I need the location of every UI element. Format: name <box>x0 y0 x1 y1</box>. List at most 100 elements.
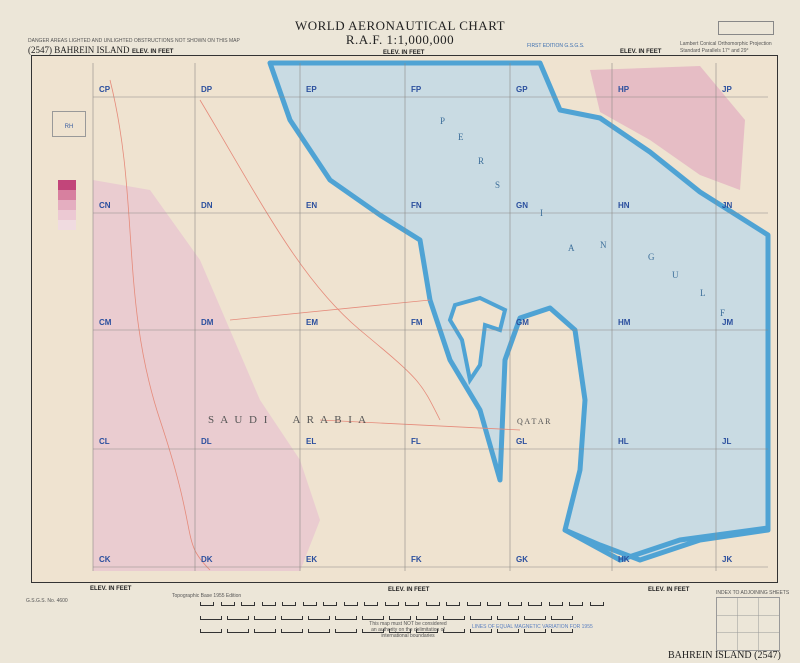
legend-box: RH <box>52 111 86 137</box>
gulf-letter: E <box>458 132 464 142</box>
grid-cell-label: GL <box>516 437 528 446</box>
chart-title: WORLD AERONAUTICAL CHART R.A.F. 1:1,000,… <box>0 19 800 47</box>
scale-bar-segment <box>343 602 358 606</box>
grid-lines <box>92 63 768 571</box>
scale-bar-segment <box>466 602 481 606</box>
gulf-letter: S <box>495 180 501 190</box>
scale-bar-segment <box>302 602 317 606</box>
grid-cell-label: FM <box>411 318 423 327</box>
grid-cell-label: HM <box>618 318 631 327</box>
title-text: WORLD AERONAUTICAL CHART <box>294 18 506 33</box>
gulf-letter: I <box>540 208 543 218</box>
sheet-name-left: (2547) BAHREIN ISLAND <box>28 45 130 55</box>
scale-bar-segment <box>416 629 438 633</box>
grid-cell-label: JL <box>722 437 732 446</box>
legend-box-label: RH <box>64 124 74 130</box>
scale-bar-segment <box>308 616 330 620</box>
gulf-letter: G <box>648 252 655 262</box>
persian-gulf-water <box>267 60 771 563</box>
gulf-letter: F <box>720 308 726 318</box>
index-title: INDEX TO ADJOINING SHEETS <box>716 590 790 596</box>
gulf-letter: U <box>672 270 679 280</box>
scale-bar-segment <box>335 629 357 633</box>
scale-bar-segment <box>524 616 546 620</box>
scale-bar-segment <box>497 616 519 620</box>
scale-bar-segment <box>425 602 440 606</box>
grid-cell-label: FN <box>411 201 422 210</box>
grid-cell-label: FP <box>411 85 422 94</box>
grid-cell-label: CP <box>99 85 111 94</box>
scale-bar-segment <box>220 602 235 606</box>
scale-bar-segment <box>443 616 465 620</box>
gulf-letter: N <box>600 240 607 250</box>
scale-bar-segment <box>364 602 378 606</box>
elev-label-top-3: ELEV. IN FEET <box>620 49 662 55</box>
grid-cell-label: HP <box>618 85 630 94</box>
index-to-adjoining-sheets <box>716 597 780 651</box>
grid-cell-label: CM <box>99 318 112 327</box>
scale-bar-segment <box>589 602 604 606</box>
coastal-band-east <box>563 525 769 563</box>
topo-base: Topographic Base 1955 Edition <box>172 593 242 599</box>
danger-note: DANGER AREAS LIGHTED AND UNLIGHTED OBSTR… <box>28 38 240 44</box>
grid-cell-label: EM <box>306 318 318 327</box>
scale-bar-segment <box>281 629 303 633</box>
roads <box>109 79 521 571</box>
relief-west <box>93 180 320 571</box>
grid-cell-label: DN <box>201 201 213 210</box>
grid-cell-label: GK <box>516 555 528 564</box>
grid-cell-label: CK <box>99 555 111 564</box>
elev-label-top-1: ELEV. IN FEET <box>132 49 174 55</box>
grid-cell-label: EK <box>306 555 318 564</box>
scale-text: R.A.F. 1:1,000,000 <box>345 32 455 47</box>
magnetic-note: LINES OF EQUAL MAGNETIC VARIATION FOR 19… <box>472 624 593 630</box>
scale-bar-segment <box>200 629 222 633</box>
scale-bar-segment <box>416 616 438 620</box>
scale-bar-segment <box>362 616 384 620</box>
scale-bar-segment <box>446 602 460 606</box>
grid-cell-label: EP <box>306 85 317 94</box>
elevation-tint-legend <box>58 180 76 230</box>
scale-bar-segment <box>200 602 214 606</box>
grid-cell-label: CL <box>99 437 110 446</box>
scale-bar-segment <box>548 602 563 606</box>
scale-bar-segment <box>470 616 492 620</box>
grid-cell-label: HN <box>618 201 630 210</box>
sheet-name-right: BAHREIN ISLAND (2547) <box>668 650 781 661</box>
grid-cell-label: FK <box>411 555 422 564</box>
scale-bar-segment <box>227 616 249 620</box>
edition-box <box>718 21 774 35</box>
label-saudi-arabia: S A U D I A R A B I A <box>208 414 369 426</box>
grid-cell-label: JP <box>722 85 732 94</box>
grid-cell-label: JM <box>722 318 734 327</box>
scale-bar-segment <box>528 602 542 606</box>
scale-bar-segment <box>507 602 522 606</box>
grid-cell-label: GP <box>516 85 528 94</box>
scale-bar-segment <box>254 616 276 620</box>
scale-bar-segment <box>254 629 276 633</box>
gulf-letter: L <box>700 288 706 298</box>
gsgs-number: G.S.G.S. No. 4600 <box>26 598 68 604</box>
grid-cell-label: DP <box>201 85 213 94</box>
grid-cell-label: GM <box>516 318 529 327</box>
scale-bar-segment <box>389 629 411 633</box>
scale-bar-segment <box>551 629 573 633</box>
scale-bar-segment <box>384 602 399 606</box>
boundary-note: This map must NOT be considered an autho… <box>369 621 447 639</box>
gulf-letter: P <box>440 116 446 126</box>
elev-label-top-2: ELEV. IN FEET <box>383 50 425 56</box>
scale-bar-segment <box>389 616 411 620</box>
scale-bar-segment <box>470 629 492 633</box>
grid-cell-label: JK <box>722 555 733 564</box>
grid-cell-label: DL <box>201 437 212 446</box>
grid-cell-label: HL <box>618 437 629 446</box>
gulf-letter: A <box>568 243 575 253</box>
scale-bar-segment <box>487 602 501 606</box>
scale-bar-segment <box>335 616 357 620</box>
scale-bar-segment <box>323 602 337 606</box>
scale-bar-segment <box>551 616 573 620</box>
elev-label-bottom-1: ELEV. IN FEET <box>90 586 132 592</box>
grid-cell-label: DM <box>201 318 214 327</box>
elev-label-bottom-3: ELEV. IN FEET <box>648 587 690 593</box>
